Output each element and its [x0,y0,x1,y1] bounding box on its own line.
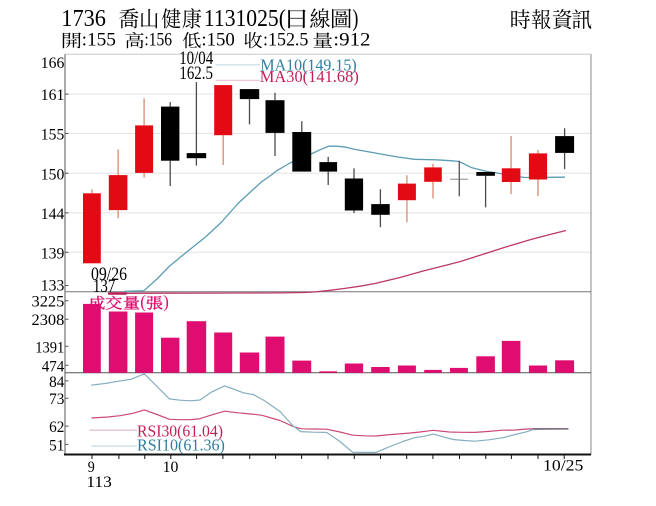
svg-text:1736: 1736 [61,5,106,32]
svg-text:133: 133 [41,275,65,294]
svg-text:137: 137 [93,277,115,297]
svg-text:144: 144 [41,204,65,223]
svg-text:MA30(141.68): MA30(141.68) [260,67,359,86]
svg-text:2308: 2308 [32,310,65,329]
svg-text:10/25: 10/25 [543,458,583,475]
svg-text:155: 155 [41,125,65,144]
svg-text:MA10(149.15): MA10(149.15) [260,55,356,74]
svg-text:(: ( [140,292,146,312]
svg-text:RSI10(61.36): RSI10(61.36) [137,436,225,455]
svg-text:84: 84 [49,372,64,391]
svg-text:1131025(: 1131025( [204,5,286,32]
svg-text:RSI30(61.04): RSI30(61.04) [137,422,223,441]
svg-text:139: 139 [41,243,65,262]
svg-text:10: 10 [163,459,179,476]
svg-text::155: :155 [82,30,116,51]
svg-text:166: 166 [41,53,65,72]
svg-text:474: 474 [42,356,65,375]
svg-text:162.5: 162.5 [179,64,213,84]
svg-text:150: 150 [41,165,65,184]
svg-text:10/04: 10/04 [179,49,213,69]
svg-text:161: 161 [41,85,65,104]
svg-text:3225: 3225 [32,292,65,311]
svg-text:09/26: 09/26 [91,265,127,285]
svg-text:): ) [352,5,358,32]
svg-text:113: 113 [86,474,111,491]
svg-text:73: 73 [49,389,64,408]
svg-text::150: :150 [201,30,234,51]
svg-text:9: 9 [88,459,95,476]
svg-text::912: :912 [333,30,370,51]
svg-text:1391: 1391 [35,337,64,356]
svg-text::156: :156 [144,30,172,51]
svg-text:51: 51 [49,435,64,454]
svg-text::152.5: :152.5 [263,30,308,51]
svg-text:62: 62 [49,417,64,436]
svg-text:): ) [163,292,169,312]
